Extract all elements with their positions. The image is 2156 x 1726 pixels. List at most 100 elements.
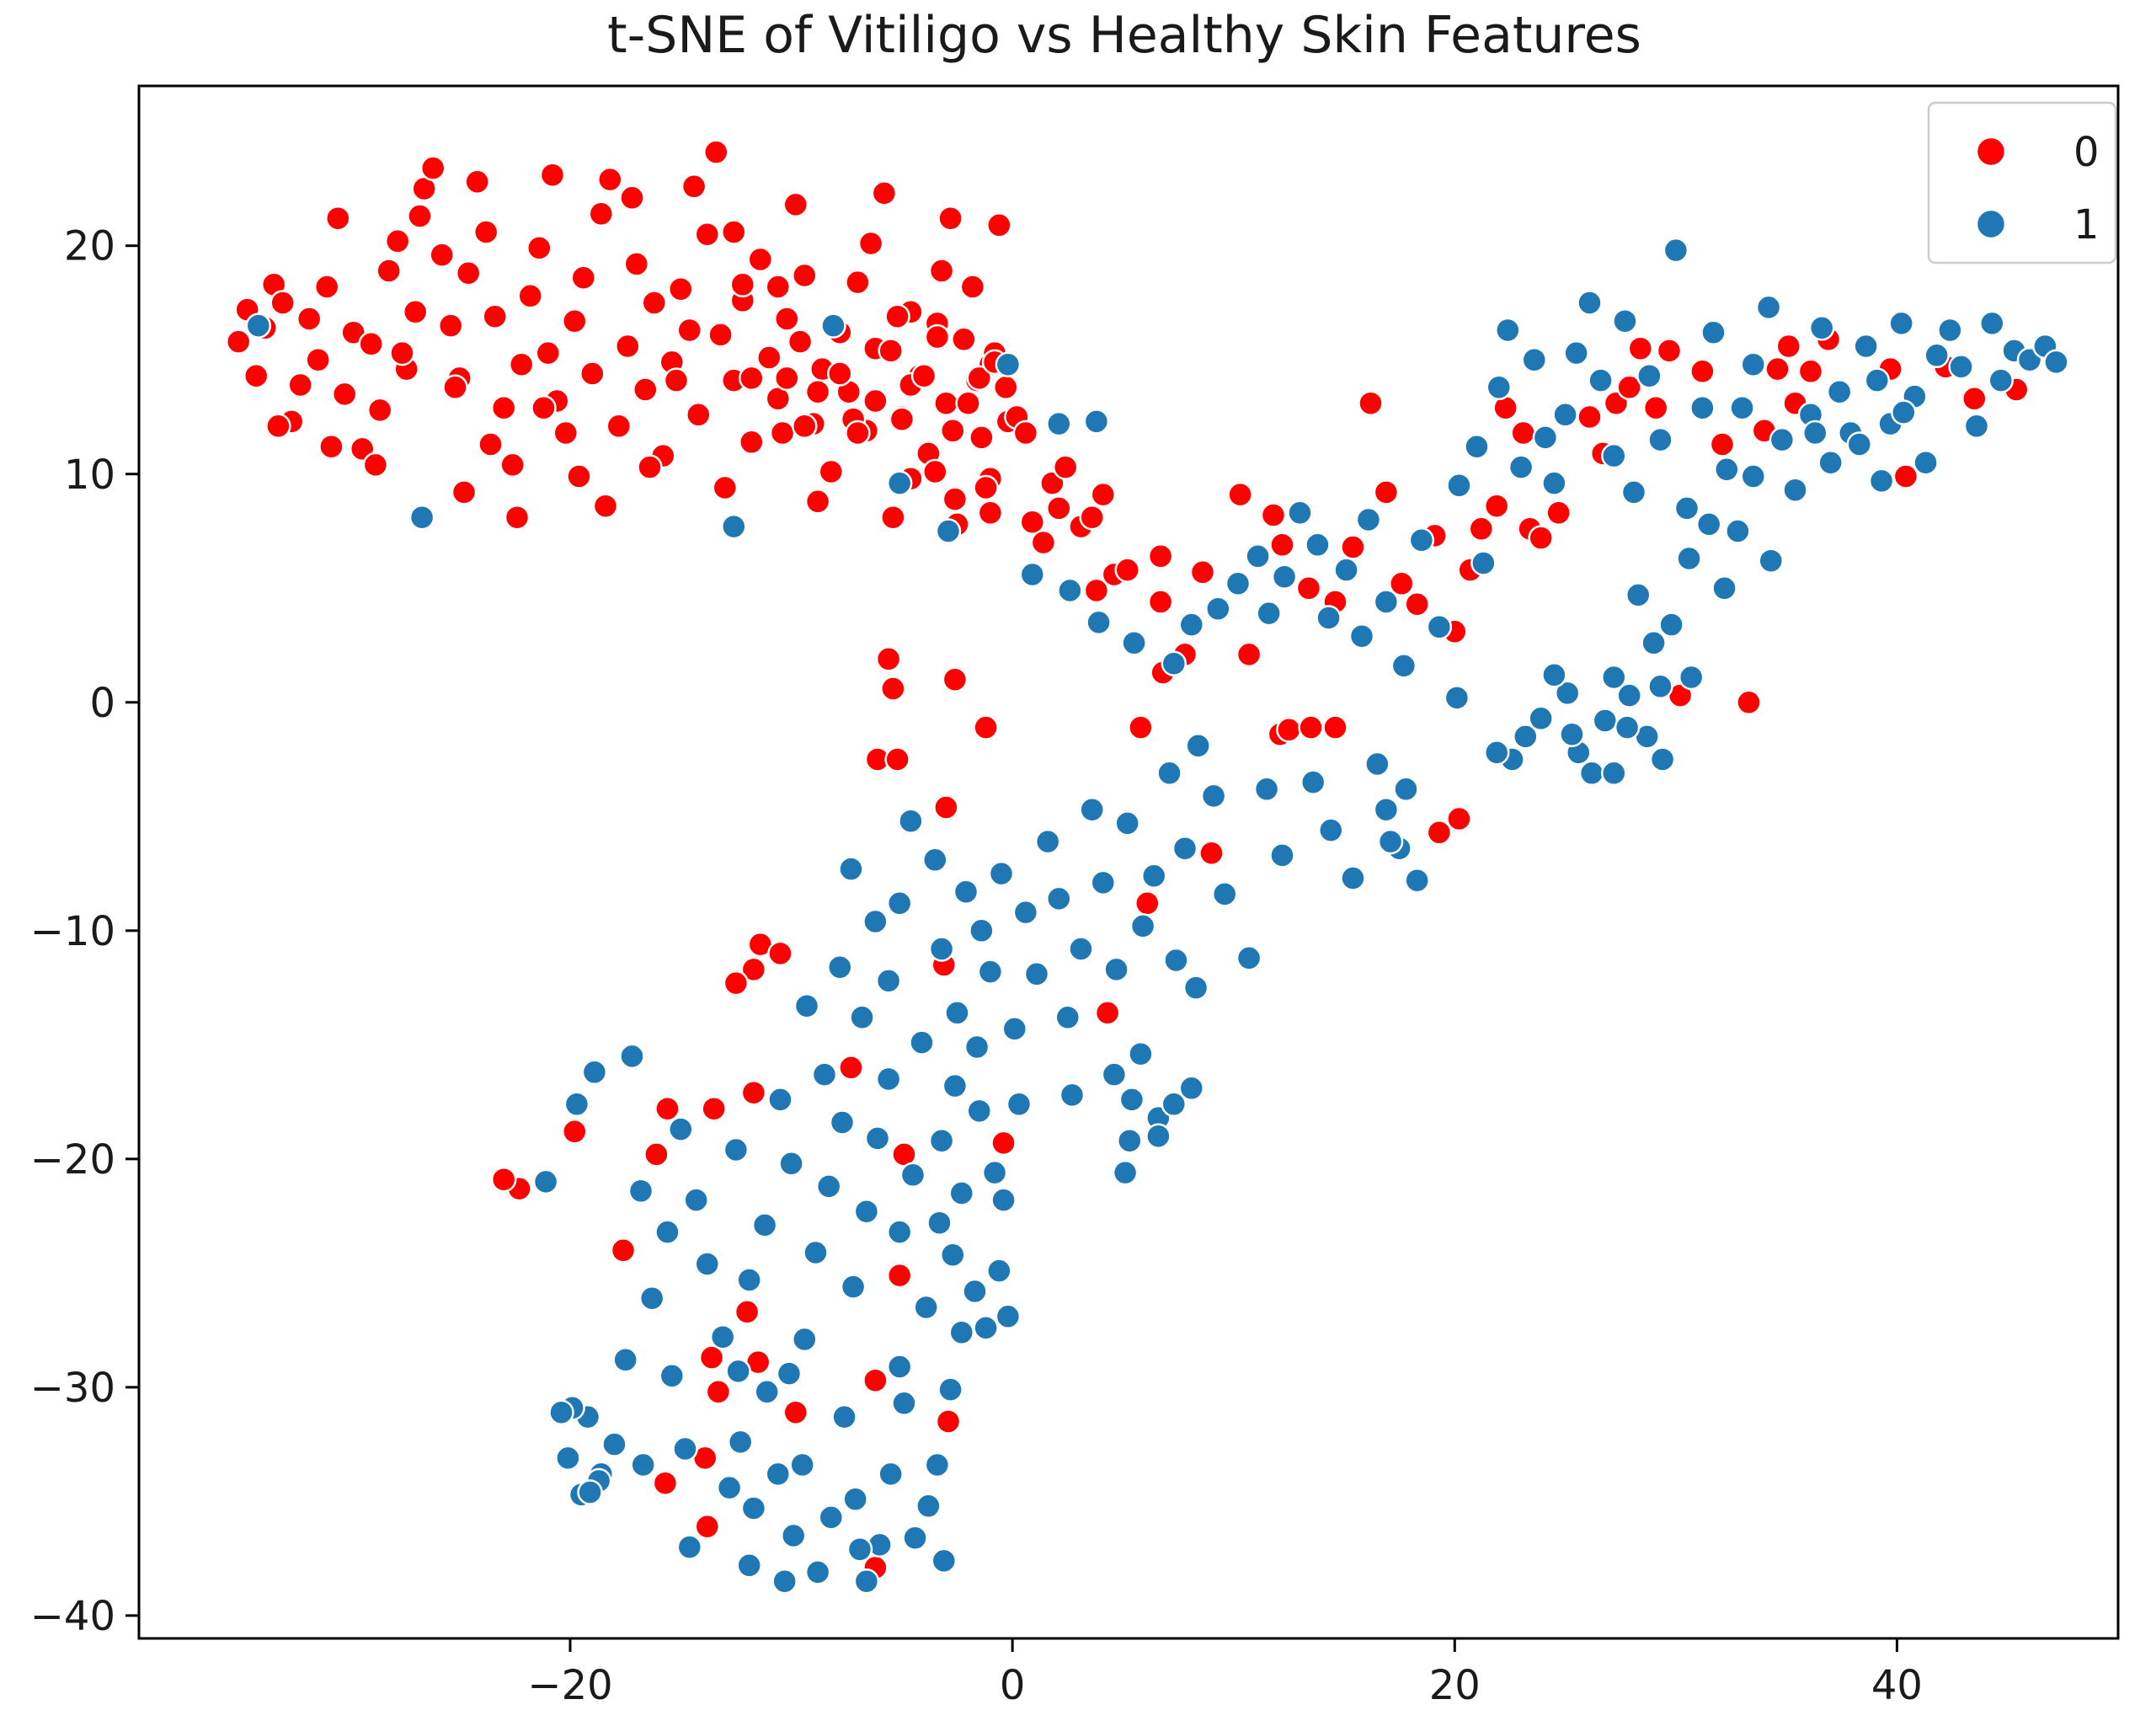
point-class-0 (632, 377, 659, 403)
point-class-1 (995, 1303, 1022, 1330)
point-class-0 (886, 1262, 913, 1289)
point-class-1 (1541, 470, 1567, 496)
chart-title: t-SNE of Vitiligo vs Healthy Skin Featur… (607, 6, 1641, 65)
point-class-0 (562, 1119, 588, 1145)
point-class-0 (973, 474, 999, 501)
point-class-0 (966, 365, 993, 392)
point-class-0 (884, 746, 910, 772)
legend: 01 (1927, 101, 2117, 265)
point-class-1 (1725, 518, 1751, 544)
point-class-1 (875, 1066, 902, 1093)
point-class-1 (1559, 721, 1585, 747)
point-class-1 (842, 1486, 868, 1512)
point-class-0 (325, 205, 351, 232)
point-class-1 (1470, 550, 1497, 576)
point-class-0 (1114, 557, 1140, 583)
x-tick-label: 0 (1000, 1662, 1026, 1709)
point-class-0 (1389, 570, 1415, 597)
point-class-0 (1545, 500, 1572, 526)
point-class-1 (953, 879, 979, 905)
point-class-1 (1802, 419, 1828, 446)
point-class-1 (1205, 596, 1231, 622)
point-class-0 (1030, 529, 1057, 556)
point-class-1 (721, 513, 747, 540)
point-class-0 (1046, 495, 1072, 521)
point-class-1 (1182, 975, 1209, 1001)
point-class-0 (1709, 431, 1736, 457)
point-class-0 (875, 646, 902, 672)
point-class-0 (739, 429, 765, 456)
point-class-1 (1271, 564, 1298, 590)
point-class-1 (942, 1072, 969, 1099)
point-class-1 (977, 959, 1004, 985)
point-class-0 (464, 168, 490, 195)
point-class-1 (926, 1210, 953, 1236)
point-class-1 (1200, 783, 1227, 810)
point-class-0 (610, 1237, 637, 1264)
point-class-0 (774, 306, 800, 332)
point-class-1 (1393, 776, 1419, 803)
point-class-0 (740, 1079, 767, 1106)
point-class-0 (517, 283, 543, 309)
point-class-1 (1054, 1004, 1081, 1031)
point-class-0 (1446, 805, 1472, 832)
point-class-0 (712, 474, 739, 501)
point-class-1 (1269, 842, 1295, 868)
point-class-0 (694, 221, 721, 248)
point-class-0 (924, 323, 951, 350)
point-class-0 (1012, 419, 1039, 446)
point-class-0 (270, 290, 296, 316)
point-class-0 (318, 433, 344, 460)
scatter-points (225, 139, 2069, 1595)
point-class-0 (526, 235, 552, 261)
point-class-0 (340, 319, 366, 345)
legend-marker-0 (1975, 136, 2007, 168)
point-class-1 (1495, 317, 1521, 344)
point-class-1 (1554, 680, 1581, 707)
point-class-1 (1114, 810, 1140, 836)
point-class-0 (928, 258, 955, 284)
point-class-0 (740, 956, 767, 983)
point-class-1 (931, 1547, 958, 1574)
point-class-1 (1019, 561, 1046, 588)
point-class-1 (935, 518, 962, 544)
point-class-0 (1577, 403, 1603, 430)
point-class-1 (630, 1451, 656, 1478)
point-class-1 (1521, 346, 1548, 373)
point-class-0 (243, 362, 270, 389)
point-class-0 (358, 331, 384, 357)
point-class-1 (2043, 349, 2069, 376)
point-class-1 (1782, 477, 1808, 503)
point-class-0 (482, 303, 508, 329)
point-class-1 (1769, 426, 1796, 453)
point-class-1 (1963, 413, 1990, 440)
point-class-0 (698, 1344, 725, 1371)
point-class-1 (1012, 899, 1039, 926)
point-class-0 (366, 397, 393, 424)
y-tick-label: 0 (89, 680, 115, 727)
point-class-1 (1601, 442, 1627, 469)
point-class-1 (1103, 956, 1129, 983)
point-class-1 (811, 1061, 838, 1087)
point-class-1 (1649, 746, 1676, 772)
point-class-1 (1287, 500, 1313, 526)
point-class-1 (709, 1323, 736, 1350)
point-class-1 (727, 1429, 754, 1456)
point-class-0 (1094, 1000, 1121, 1026)
point-class-1 (1888, 310, 1914, 337)
y-axis: 20 10 0 −10 −20 −30 −40 (30, 223, 139, 1640)
point-class-0 (703, 139, 729, 165)
point-class-1 (1315, 605, 1342, 631)
point-class-1 (864, 1125, 891, 1152)
point-class-0 (663, 367, 690, 393)
point-class-1 (988, 860, 1015, 887)
point-class-1 (1178, 612, 1205, 638)
point-class-1 (948, 1319, 975, 1346)
point-class-0 (579, 361, 606, 387)
point-class-1 (915, 1493, 942, 1520)
point-class-1 (723, 1136, 750, 1163)
point-class-0 (1322, 714, 1348, 740)
point-class-0 (1736, 689, 1762, 716)
point-class-1 (736, 1552, 762, 1579)
point-class-1 (1700, 319, 1726, 345)
